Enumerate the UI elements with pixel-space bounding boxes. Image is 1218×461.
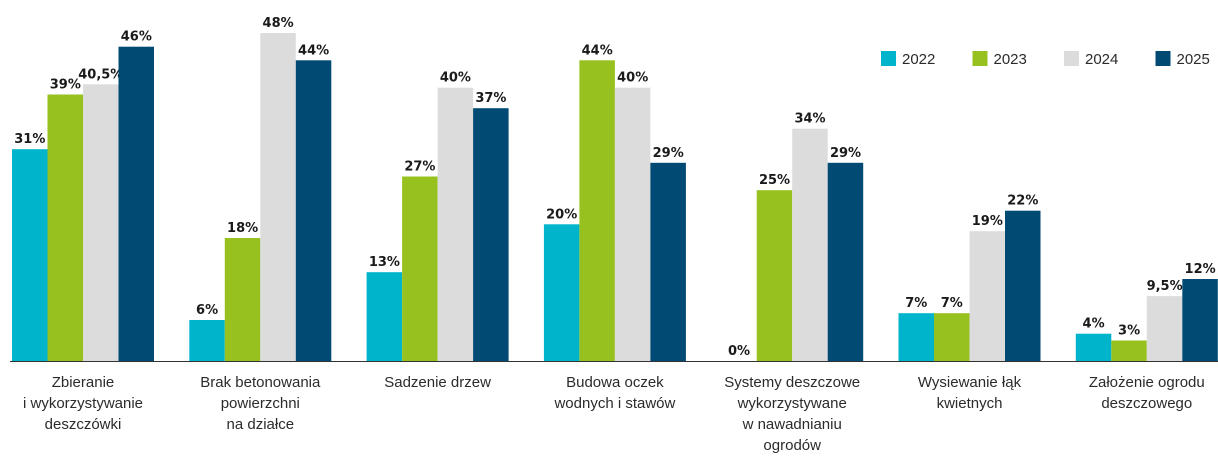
category-label-4: Systemy deszczowe wykorzystywane w nawadni… [724,374,860,454]
value-label-2023-0: 39% [50,78,81,93]
value-label-2024-1: 48% [263,16,294,31]
category-label-line: Zbieranie [52,374,115,391]
category-label-3: Budowa oczek wodnych i stawów [553,374,675,412]
category-label-line: ogrodów [763,437,821,454]
value-label-2022-1: 6% [196,303,218,318]
value-label-2025-6: 12% [1185,262,1216,277]
category-label-0: Zbieranie i wykorzystywanie deszczówki [23,374,143,433]
value-label-2024-0: 40,5% [78,67,123,82]
bar-2024-3 [614,87,651,361]
value-label-2022-0: 31% [14,132,45,147]
value-label-2025-1: 44% [298,43,329,58]
category-label-1: Brak betonowania powierzchni na działce [200,374,321,433]
bar-2024-4 [792,128,828,361]
series-2025: 46% 44% 37% 29% 29% 22% 12% [118,30,1218,362]
category-label-line: i wykorzystywanie [23,395,143,412]
category-label-line: wykorzystywane [737,395,847,412]
category-label-5: Wysiewanie łąk kwietnych [918,374,1022,412]
value-label-2022-2: 13% [369,255,400,270]
bar-2022-2 [366,272,403,361]
category-label-line: Systemy deszczowe [724,374,860,391]
bar-2024-2 [437,87,474,361]
legend-swatch-2022 [881,51,896,66]
category-label-line: kwietnych [937,395,1003,412]
category-label-2: Sadzenie drzew [384,374,491,391]
value-label-2022-4: 0% [728,344,750,359]
bar-2024-0 [83,84,119,362]
bar-2023-4 [756,190,793,361]
bar-2025-0 [118,46,154,361]
category-label-line: Budowa oczek [566,374,664,391]
value-label-2024-3: 40% [617,71,648,86]
legend-swatch-2024 [1064,51,1079,66]
legend-label-2023: 2023 [994,51,1027,68]
value-label-2025-0: 46% [121,30,152,45]
category-label-line: deszczówki [45,416,122,433]
legend-swatch-2023 [972,51,988,66]
bar-2023-1 [224,238,261,361]
category-label-line: deszczowego [1101,395,1192,412]
value-label-2022-5: 7% [905,296,927,311]
category-label-line: Sadzenie drzew [384,374,491,391]
value-label-2023-4: 25% [759,173,790,188]
value-label-2024-6: 9,5% [1147,279,1183,294]
bar-2025-1 [295,60,332,362]
bar-2023-6 [1111,340,1147,361]
bar-2023-5 [934,313,970,361]
bar-2023-3 [579,60,615,362]
bar-2022-1 [189,320,225,361]
bar-2023-2 [402,176,438,361]
value-label-2025-5: 22% [1007,194,1038,209]
value-label-2023-5: 7% [941,296,963,311]
value-label-2025-4: 29% [830,146,861,161]
category-label-line: Brak betonowania [200,374,321,391]
bar-2022-6 [1075,333,1112,361]
category-label-line: Wysiewanie łąk [918,374,1022,391]
value-label-2022-6: 4% [1083,317,1105,332]
value-label-2024-4: 34% [794,112,825,127]
bar-2022-5 [898,313,934,361]
bar-2023-0 [47,94,83,361]
category-label-line: na działce [227,416,295,433]
category-label-line: wodnych i stawów [553,395,675,412]
legend-label-2025: 2025 [1177,51,1210,68]
bar-2022-3 [543,224,580,361]
value-label-2022-3: 20% [546,207,577,222]
bar-2024-1 [260,33,296,361]
bar-2025-3 [650,162,686,361]
bar-2025-5 [1005,210,1041,361]
value-label-2025-2: 37% [475,91,506,106]
value-label-2023-3: 44% [582,43,613,58]
series-2024: 40,5% 48% 40% 40% 34% 19% 9,5% [78,16,1183,362]
bar-2024-6 [1146,296,1183,361]
bar-2024-5 [969,231,1005,361]
series-2022: 31% 6% 13% 20% 0% 7% 4% [12,132,1112,361]
value-label-2024-2: 40% [440,71,471,86]
series-2023: 39% 18% 27% 44% 25% 7% 3% [47,43,1147,362]
category-label-6: Założenie ogrodu deszczowego [1089,374,1205,412]
value-label-2023-1: 18% [227,221,258,236]
category-label-line: powierzchni [221,395,300,412]
bar-2025-6 [1182,279,1218,361]
category-labels: Zbieranie i wykorzystywanie deszczówki Brak… [23,374,1205,454]
bar-2022-0 [12,149,48,361]
category-label-line: w nawadnianiu [742,416,842,433]
value-label-2024-5: 19% [972,214,1003,229]
bar-2025-2 [473,108,509,361]
value-label-2023-2: 27% [404,160,435,175]
bar-2025-4 [827,162,864,361]
legend: 2022 2023 2024 2025 [881,51,1210,68]
value-label-2025-3: 29% [653,146,684,161]
legend-label-2022: 2022 [902,51,935,68]
category-label-line: Założenie ogrodu [1089,374,1205,391]
value-label-2023-6: 3% [1118,324,1140,339]
legend-label-2024: 2024 [1085,51,1118,68]
legend-swatch-2025 [1155,51,1171,66]
